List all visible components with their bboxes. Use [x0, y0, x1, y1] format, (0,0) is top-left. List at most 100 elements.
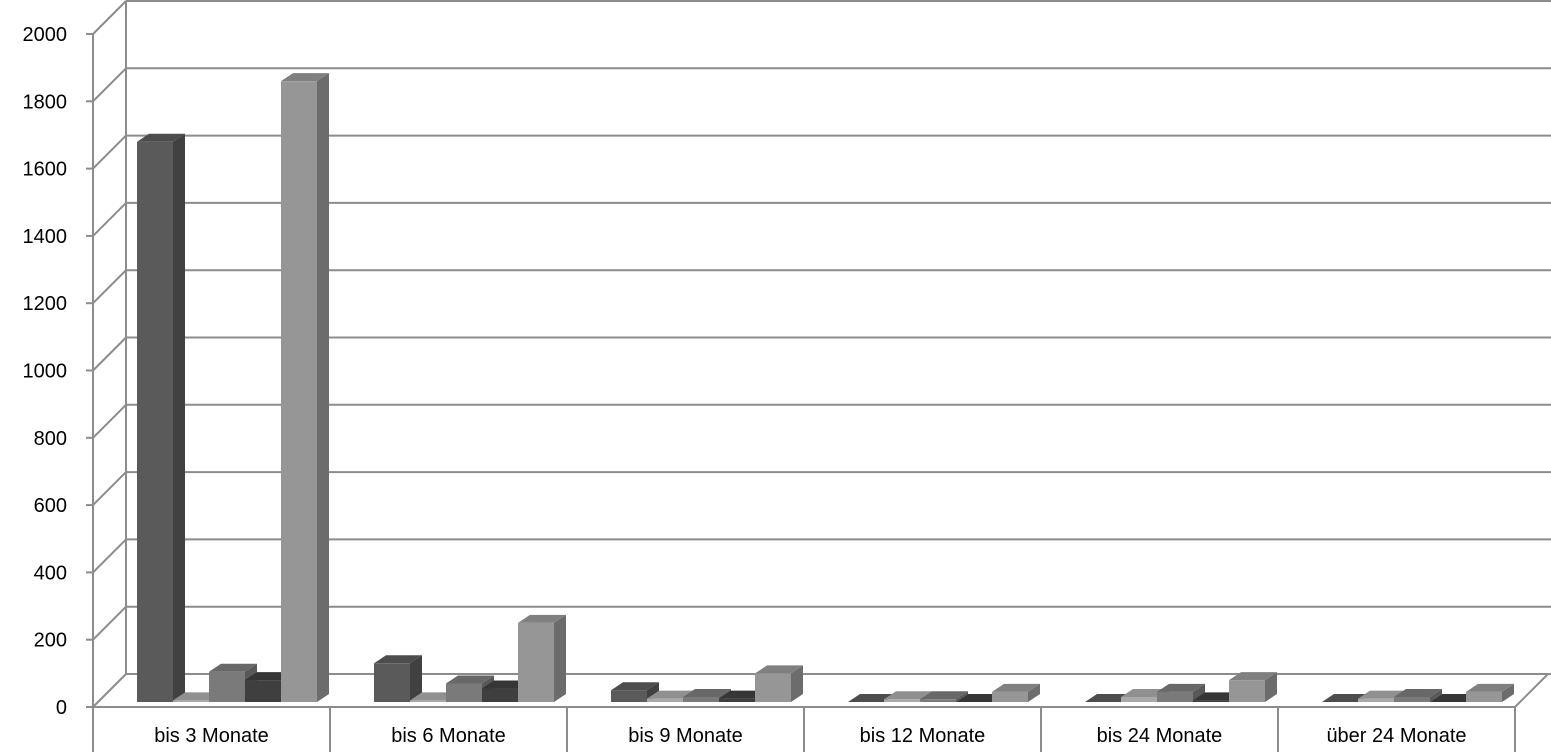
bar	[1394, 688, 1442, 702]
bar-top	[1229, 672, 1277, 681]
bar-side	[317, 73, 329, 703]
y-tick-labels: 0 200 400 600 800 1000 1200 1400 1600 1800 2000	[23, 24, 68, 719]
gridline-side	[92, 605, 127, 641]
gridline-side	[92, 0, 127, 35]
bar	[992, 683, 1040, 702]
bar-front	[209, 671, 245, 702]
bar-side	[1430, 688, 1442, 702]
bar-front	[647, 698, 683, 702]
bar	[1157, 683, 1205, 702]
bar-front	[1358, 698, 1394, 702]
bar-side	[956, 691, 968, 702]
bar-side	[791, 665, 803, 702]
bar	[755, 665, 803, 702]
bar-front	[1394, 696, 1430, 702]
bar-top	[446, 675, 494, 684]
bar-top	[1358, 690, 1406, 699]
y-tick-label: 0	[56, 697, 67, 719]
x-category-label: über 24 Monate	[1326, 725, 1466, 747]
bar-front	[410, 700, 446, 702]
y-tick-label: 1800	[23, 91, 68, 113]
bar-front	[1157, 691, 1193, 702]
bar-front	[482, 688, 518, 702]
bar-top	[884, 691, 932, 700]
bar-front	[1121, 696, 1157, 702]
bar-top	[374, 655, 422, 664]
bar-front	[884, 699, 920, 702]
y-tick-label: 400	[34, 562, 67, 584]
bar-side	[1193, 683, 1205, 702]
bar-top	[992, 683, 1040, 692]
bar	[374, 655, 422, 702]
bar-front	[281, 81, 317, 703]
bar-top	[1394, 688, 1442, 697]
bar-front	[374, 663, 410, 702]
bar-top	[137, 133, 185, 142]
bar-top	[920, 691, 968, 700]
y-tick-label: 2000	[23, 24, 68, 46]
bar	[920, 691, 968, 702]
y-tick-label: 1600	[23, 159, 68, 181]
gridline-side	[92, 404, 127, 439]
gridline-side	[92, 269, 127, 304]
bar	[281, 73, 329, 703]
bar-top	[1466, 683, 1514, 692]
bar-side	[1502, 683, 1514, 702]
bar-front	[920, 699, 956, 702]
gridline-side	[92, 673, 127, 708]
bar-side	[410, 655, 422, 702]
gridline-side	[92, 202, 127, 237]
bar-top	[1157, 683, 1205, 692]
bar-front	[683, 696, 719, 702]
bars	[137, 73, 1514, 703]
bar-top	[209, 663, 257, 672]
bar-top	[611, 682, 659, 691]
bar-front	[1229, 680, 1265, 702]
bar	[518, 614, 566, 702]
axes	[86, 33, 1549, 752]
bar-front	[518, 622, 554, 702]
gridline-side	[92, 471, 127, 506]
y-tick-label: 600	[34, 495, 67, 517]
bar-front	[1193, 700, 1229, 702]
bar-front	[245, 680, 281, 702]
bar-front	[719, 698, 755, 702]
bar-side	[173, 133, 185, 703]
bar-front	[1466, 691, 1502, 702]
bar-top	[647, 690, 695, 699]
bar-top	[281, 73, 329, 82]
bar-front	[992, 691, 1028, 702]
x-category-label: bis 24 Monate	[1097, 725, 1223, 747]
bar	[1466, 683, 1514, 702]
bar-front	[446, 683, 482, 702]
x-category-label: bis 6 Monate	[391, 725, 506, 747]
y-tick-label: 1200	[23, 293, 68, 315]
bar-top	[755, 665, 803, 674]
bar	[1229, 672, 1277, 702]
x-category-label: bis 9 Monate	[628, 725, 743, 747]
gridline-side	[92, 538, 127, 574]
y-tick-label: 800	[34, 428, 67, 450]
bar	[137, 133, 185, 703]
bar-side	[1265, 672, 1277, 702]
gridline-side	[92, 67, 127, 103]
bar-top	[683, 688, 731, 697]
bar-side	[554, 614, 566, 702]
bar-front	[611, 690, 647, 702]
x-category-label: bis 3 Monate	[154, 725, 269, 747]
gridlines	[92, 0, 1551, 708]
bar-top	[518, 614, 566, 623]
bar-front	[137, 141, 173, 703]
y-tick-label: 1400	[23, 226, 68, 248]
x-category-labels: bis 3 Monate bis 6 Monate bis 9 Monate bis …	[154, 725, 1466, 747]
gridline-side	[92, 336, 127, 372]
y-tick-label: 200	[34, 630, 67, 652]
x-category-label: bis 12 Monate	[860, 725, 986, 747]
floor-right-edge	[1514, 673, 1549, 708]
y-tick-label: 1000	[23, 361, 68, 383]
bar-side	[1028, 683, 1040, 702]
bar-front	[173, 700, 209, 702]
gridline-side	[92, 134, 127, 170]
bar-front	[755, 673, 791, 702]
